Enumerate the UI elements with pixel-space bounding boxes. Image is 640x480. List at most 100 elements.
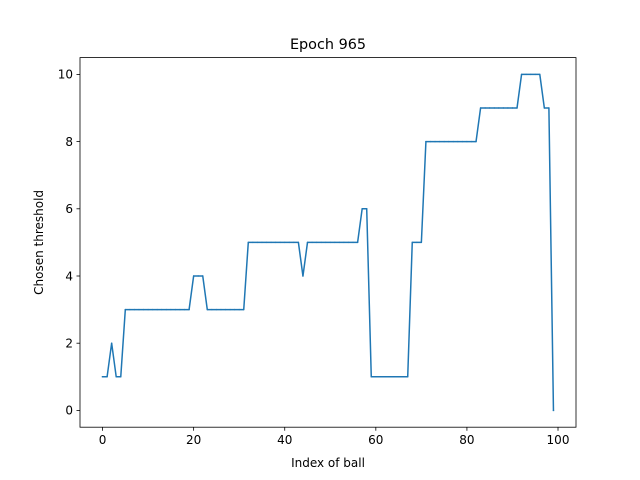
x-tick-label: 100 — [547, 433, 570, 447]
data-point — [165, 308, 168, 311]
data-point — [484, 107, 486, 109]
data-point — [151, 308, 154, 311]
data-point — [138, 308, 140, 311]
data-point — [274, 241, 277, 244]
data-point — [425, 140, 427, 143]
data-point — [265, 241, 268, 244]
data-point — [124, 308, 127, 311]
data-point — [338, 241, 341, 244]
data-point — [361, 208, 363, 210]
data-point — [133, 308, 136, 311]
data-point — [170, 308, 172, 311]
series-group — [101, 73, 555, 412]
data-point — [479, 107, 482, 109]
data-point — [375, 376, 377, 378]
data-point — [315, 241, 318, 244]
y-axis-ticks: 0 2 4 6 8 10 — [58, 68, 80, 418]
data-point — [466, 140, 468, 143]
x-tick-label: 20 — [186, 433, 201, 447]
data-point — [110, 342, 113, 344]
data-point — [397, 376, 400, 378]
data-point — [206, 308, 209, 311]
data-point — [493, 107, 495, 109]
data-point — [384, 376, 386, 378]
data-point — [343, 241, 345, 244]
x-tick-label: 40 — [277, 433, 292, 447]
x-axis-ticks: 0 20 40 60 80 100 — [99, 427, 570, 447]
data-point — [429, 140, 432, 143]
data-point — [215, 308, 218, 311]
data-point — [224, 308, 227, 311]
data-point — [334, 241, 336, 244]
data-point — [325, 241, 327, 244]
data-point — [539, 73, 541, 76]
data-point — [393, 376, 395, 378]
data-point — [288, 241, 290, 244]
data-point — [129, 308, 131, 311]
y-tick-label: 8 — [65, 135, 73, 149]
data-point — [229, 308, 231, 311]
y-tick-label: 2 — [65, 337, 73, 351]
data-point — [115, 376, 117, 378]
data-point — [475, 140, 477, 143]
data-point — [238, 308, 240, 311]
data-point — [402, 376, 404, 378]
data-point — [147, 308, 149, 311]
series-line — [101, 73, 555, 412]
x-tick-label: 0 — [99, 433, 107, 447]
data-point — [142, 308, 145, 311]
data-point — [243, 308, 245, 311]
data-point — [525, 73, 527, 76]
data-point — [434, 140, 436, 143]
data-point — [211, 308, 213, 311]
data-point — [306, 241, 309, 244]
data-point — [247, 241, 249, 244]
data-point — [511, 107, 514, 109]
data-point — [297, 241, 300, 244]
data-point — [416, 241, 418, 244]
data-point — [256, 241, 259, 244]
data-point — [279, 241, 281, 244]
data-point — [202, 275, 204, 277]
data-point — [261, 241, 263, 244]
data-point — [548, 107, 550, 109]
y-tick-label: 6 — [65, 202, 73, 216]
data-point — [420, 241, 423, 244]
data-point — [470, 140, 473, 143]
data-point — [411, 241, 413, 244]
data-point — [252, 241, 254, 244]
data-point — [498, 107, 500, 109]
data-point — [347, 241, 350, 244]
data-point — [388, 376, 391, 378]
data-point — [447, 140, 450, 143]
data-point — [101, 376, 104, 378]
data-point — [197, 275, 199, 277]
data-point — [516, 107, 518, 109]
data-point — [293, 241, 295, 244]
data-point — [407, 376, 409, 378]
data-point — [270, 241, 272, 244]
data-point — [379, 376, 382, 378]
data-point — [183, 308, 186, 311]
data-point — [507, 107, 509, 109]
data-point — [352, 241, 354, 244]
data-point — [488, 107, 491, 109]
x-tick-label: 80 — [459, 433, 474, 447]
x-axis-label: Index of ball — [291, 456, 365, 470]
x-tick-label: 60 — [368, 433, 383, 447]
data-point — [534, 73, 536, 76]
data-point — [284, 241, 286, 244]
data-point — [529, 73, 532, 76]
data-point — [502, 107, 505, 109]
data-point — [543, 107, 546, 109]
data-point — [220, 308, 222, 311]
y-tick-label: 0 — [65, 404, 73, 418]
data-point — [161, 308, 163, 311]
data-point — [329, 241, 331, 244]
data-point — [311, 241, 313, 244]
y-axis-label: Chosen threshold — [32, 190, 46, 295]
data-point — [457, 140, 459, 143]
data-point — [174, 308, 177, 311]
data-point — [443, 140, 445, 143]
